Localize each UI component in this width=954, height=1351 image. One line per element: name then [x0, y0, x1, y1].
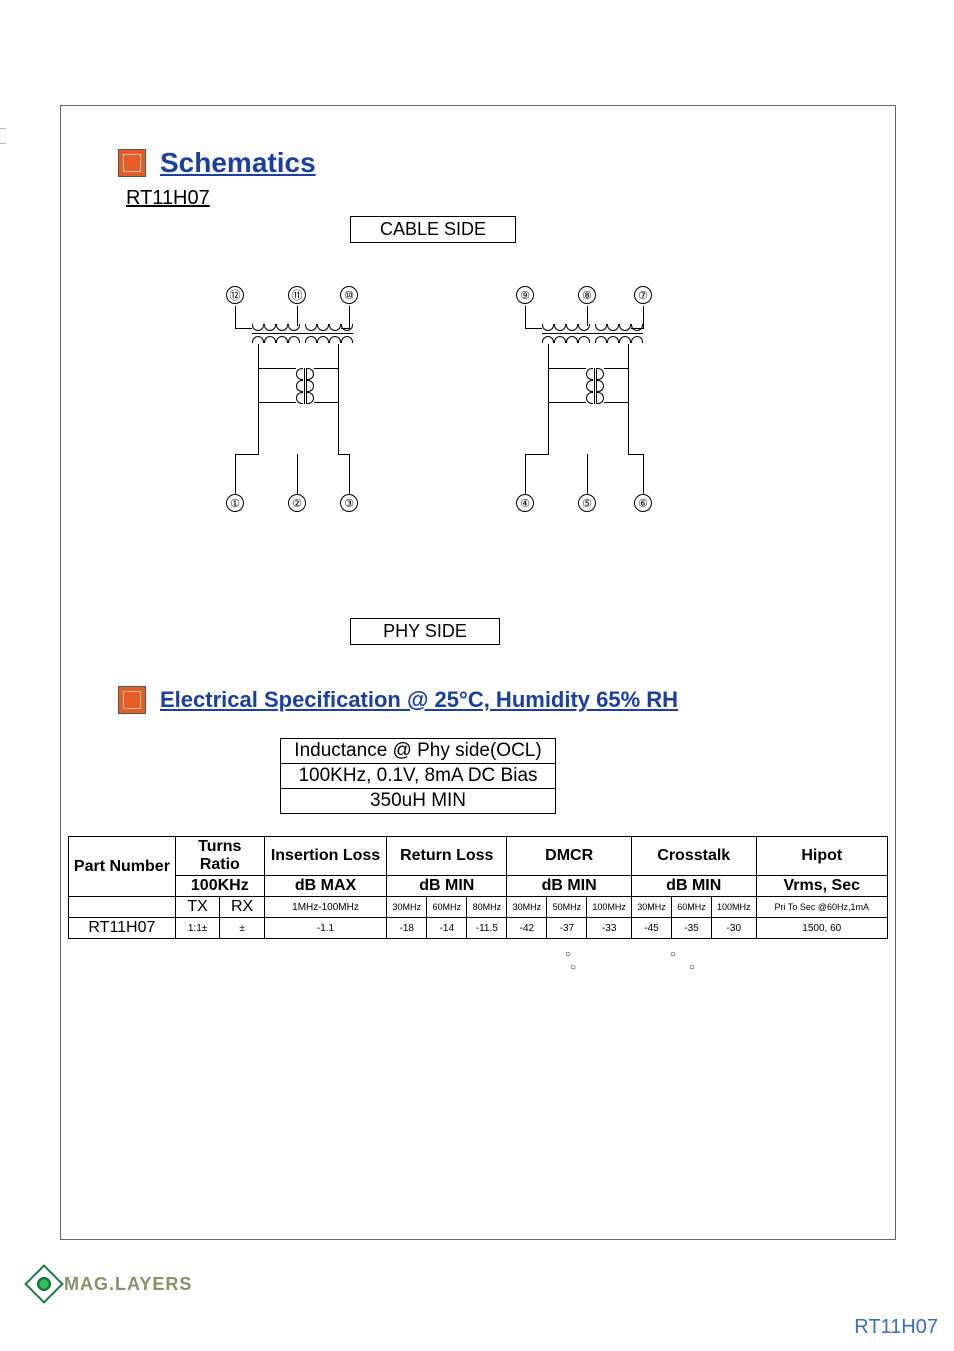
- freq-dmcr-2: 100MHz: [587, 897, 632, 918]
- bullet-icon: [118, 149, 146, 177]
- freq-rl-1: 60MHz: [427, 897, 467, 918]
- bullet-icon: [118, 686, 146, 714]
- freq-dmcr-0: 30MHz: [507, 897, 547, 918]
- data-tx: 1:1±: [175, 918, 220, 939]
- pin-2: ②: [288, 494, 306, 512]
- dot-marks: ○ ○: [565, 949, 896, 960]
- sub-dbmin2: dB MIN: [507, 876, 632, 897]
- freq-rl-2: 80MHz: [467, 897, 507, 918]
- data-xtalk-1: -35: [671, 918, 711, 939]
- page-edge-mark: [0, 128, 6, 144]
- pin-6: ⑥: [634, 494, 652, 512]
- footer-part-number: RT11H07: [854, 1316, 938, 1339]
- inductance-line-2: 100KHz, 0.1V, 8mA DC Bias: [280, 764, 556, 789]
- section-schematics-header: Schematics: [118, 147, 896, 179]
- col-turns: Turns Ratio: [175, 837, 264, 876]
- pin-11: ⑪: [288, 286, 306, 304]
- left-vert-coupler: [296, 368, 314, 404]
- sub-dbmin1: dB MIN: [387, 876, 507, 897]
- freq-hipot: Pri To Sec @60Hz,1mA: [756, 897, 887, 918]
- sub-vrms: Vrms, Sec: [756, 876, 887, 897]
- section-elec-header: Electrical Specification @ 25°C, Humidit…: [118, 686, 896, 714]
- data-xtalk-2: -30: [712, 918, 757, 939]
- data-part: RT11H07: [69, 918, 176, 939]
- spec-table: Part Number Turns Ratio Insertion Loss R…: [68, 836, 888, 939]
- pin-8: ⑧: [578, 286, 596, 304]
- freq-dmcr-1: 50MHz: [547, 897, 587, 918]
- pin-9: ⑨: [516, 286, 534, 304]
- dot-marks: ○ ○: [570, 962, 896, 973]
- freq-il: 1MHz-100MHz: [264, 897, 386, 918]
- phy-side-label: PHY SIDE: [350, 618, 500, 645]
- data-hipot: 1500, 60: [756, 918, 887, 939]
- data-rl-2: -11.5: [467, 918, 507, 939]
- sub-100khz: 100KHz: [175, 876, 264, 897]
- pin-10: ⑩: [340, 286, 358, 304]
- inductance-line-1: Inductance @ Phy side(OCL): [280, 738, 556, 764]
- col-rl: Return Loss: [387, 837, 507, 876]
- sub-dbmin3: dB MIN: [631, 876, 756, 897]
- freq-xtalk-1: 60MHz: [671, 897, 711, 918]
- col-hipot: Hipot: [756, 837, 887, 876]
- freq-tx: TX: [175, 897, 220, 918]
- schematic-diagram: CABLE SIDE ⑫ ⑪ ⑩: [60, 216, 896, 656]
- freq-rl-0: 30MHz: [387, 897, 427, 918]
- pin-7: ⑦: [634, 286, 652, 304]
- data-rl-1: -14: [427, 918, 467, 939]
- table-row: Part Number Turns Ratio Insertion Loss R…: [69, 837, 888, 876]
- col-dmcr: DMCR: [507, 837, 632, 876]
- data-rl-0: -18: [387, 918, 427, 939]
- pin-1: ①: [226, 494, 244, 512]
- pin-12: ⑫: [226, 286, 244, 304]
- section-elec-title: Electrical Specification @ 25°C, Humidit…: [160, 687, 678, 713]
- table-row: RT11H07 1:1± ± -1.1 -18 -14 -11.5 -42 -3…: [69, 918, 888, 939]
- logo-text: MAG.LAYERS: [64, 1274, 192, 1295]
- col-il: Insertion Loss: [264, 837, 386, 876]
- data-dmcr-2: -33: [587, 918, 632, 939]
- sub-dbmax: dB MAX: [264, 876, 386, 897]
- cable-side-label: CABLE SIDE: [350, 216, 516, 243]
- left-top-coils: [252, 324, 353, 343]
- data-rx: ±: [220, 918, 265, 939]
- pin-5: ⑤: [578, 494, 596, 512]
- part-number-heading: RT11H07: [126, 187, 896, 210]
- section-schematics-title: Schematics: [160, 147, 316, 179]
- inductance-line-3: 350uH MIN: [280, 789, 556, 814]
- inductance-box: Inductance @ Phy side(OCL) 100KHz, 0.1V,…: [280, 738, 896, 814]
- right-vert-coupler: [586, 368, 604, 404]
- data-il: -1.1: [264, 918, 386, 939]
- footer-logo: MAG.LAYERS: [30, 1270, 192, 1298]
- table-row: 100KHz dB MAX dB MIN dB MIN dB MIN Vrms,…: [69, 876, 888, 897]
- freq-rx: RX: [220, 897, 265, 918]
- table-row: TX RX 1MHz-100MHz 30MHz 60MHz 80MHz 30MH…: [69, 897, 888, 918]
- freq-xtalk-2: 100MHz: [712, 897, 757, 918]
- freq-xtalk-0: 30MHz: [631, 897, 671, 918]
- col-xtalk: Crosstalk: [631, 837, 756, 876]
- logo-icon: [24, 1264, 64, 1304]
- col-partnum: Part Number: [69, 837, 176, 897]
- data-xtalk-0: -45: [631, 918, 671, 939]
- data-dmcr-0: -42: [507, 918, 547, 939]
- pin-3: ③: [340, 494, 358, 512]
- pin-4: ④: [516, 494, 534, 512]
- data-dmcr-1: -37: [547, 918, 587, 939]
- right-top-coils: [542, 324, 643, 343]
